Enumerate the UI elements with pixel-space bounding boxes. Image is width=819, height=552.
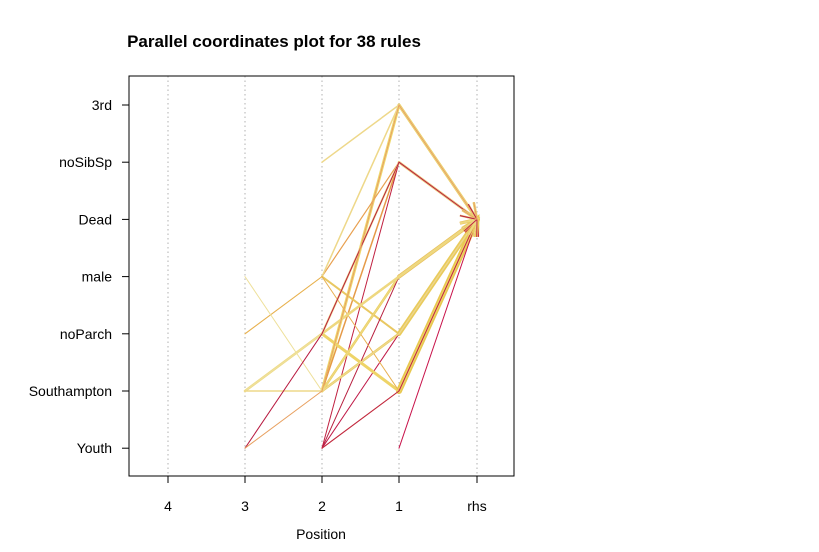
rule-line-28 [321,218,478,392]
y-tick-label: 3rd [92,97,112,113]
rule-lines [243,103,480,449]
y-tick-label: Dead [79,211,112,227]
x-tick-label: 4 [164,498,172,514]
y-tick-label: noSibSp [59,154,112,170]
rule-line-6 [398,218,478,449]
x-tick-label: 2 [318,498,326,514]
x-tick-label: 1 [395,498,403,514]
y-tick-label: male [82,269,113,285]
rule-arrowhead-30 [461,202,478,221]
rule-line-29 [321,218,478,449]
y-axis: 3rd noSibSp Dead male noParch Southampton Yout… [29,97,129,456]
rule-line-8 [321,161,478,278]
rule-arrowheads [459,202,481,237]
x-axis: 4 3 2 1 rhs [164,476,487,514]
y-tick-label: noParch [60,326,112,342]
y-tick-label: Southampton [29,383,112,399]
grid-lines [167,76,478,476]
x-axis-label: Position [296,526,346,542]
rule-line-30 [244,104,478,449]
x-tick-label: 3 [241,498,249,514]
chart-title: Parallel coordinates plot for 38 rules [127,32,421,51]
x-tick-label: rhs [467,498,486,514]
y-tick-label: Youth [77,440,112,456]
